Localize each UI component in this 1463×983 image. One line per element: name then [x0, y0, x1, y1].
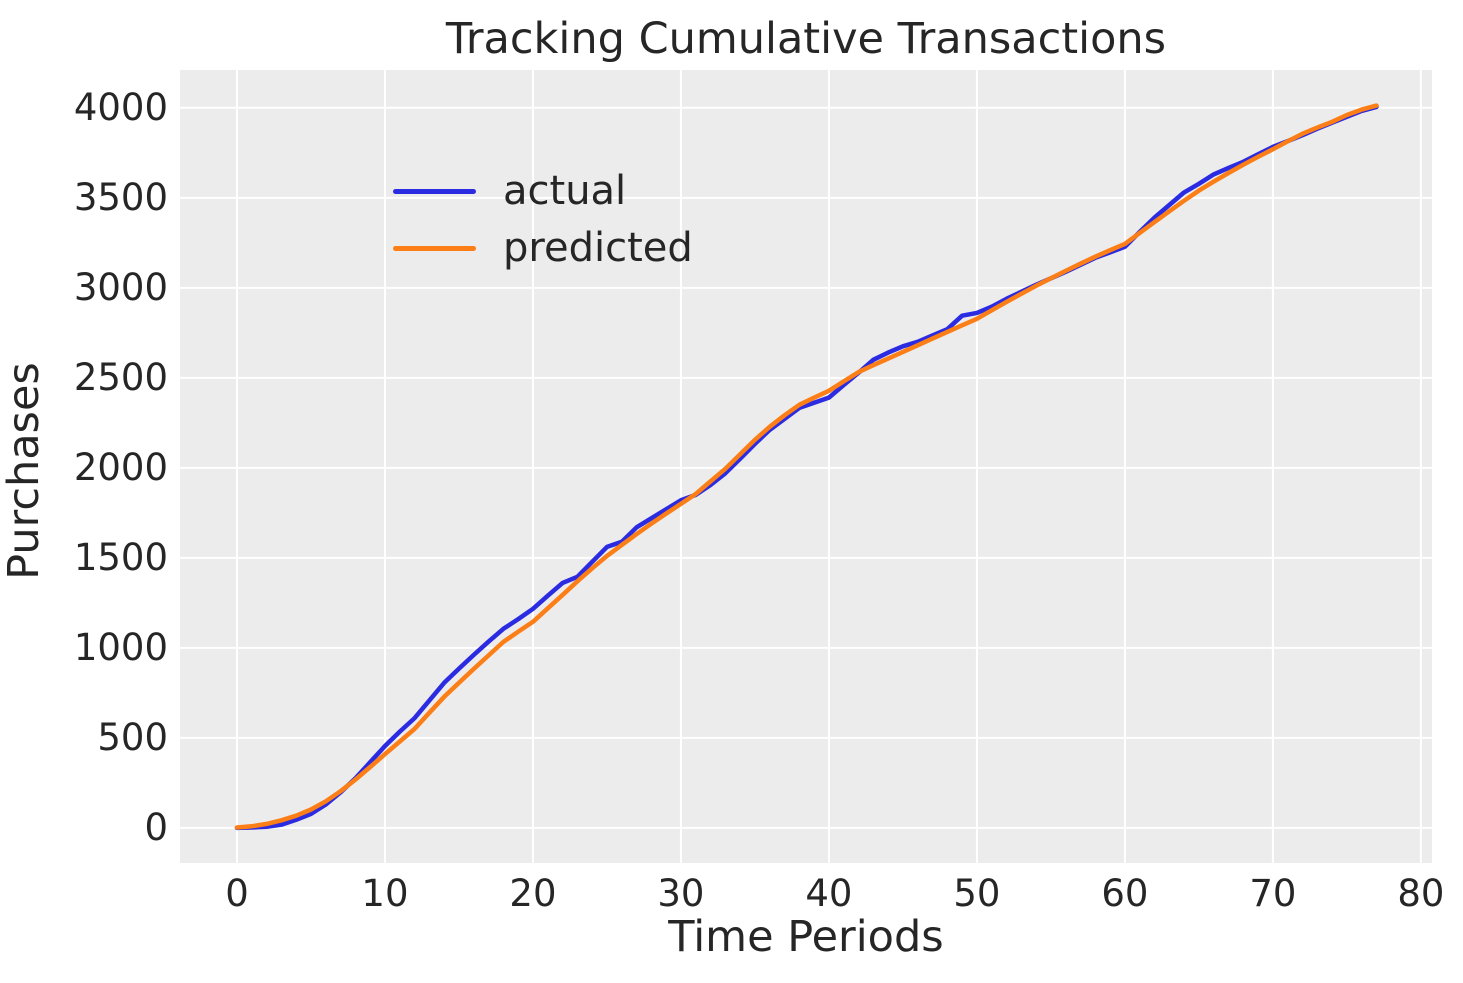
- legend-label: predicted: [503, 225, 693, 271]
- legend-label: actual: [503, 168, 627, 214]
- y-axis-label: Purchases: [0, 362, 49, 580]
- plot-area: actual predicted: [180, 70, 1432, 863]
- x-tick-label: 10: [361, 872, 409, 915]
- legend-item-actual: actual: [393, 166, 693, 216]
- y-tick-label: 500: [97, 715, 168, 759]
- line-actual: [234, 104, 1379, 831]
- x-tick-label: 80: [1397, 872, 1445, 915]
- legend-line-icon: [393, 188, 476, 194]
- y-tick-label: 1000: [73, 625, 168, 669]
- y-tick-label: 3500: [73, 175, 168, 219]
- x-axis-label: Time Periods: [668, 912, 944, 962]
- y-tick-label: 2500: [73, 355, 168, 399]
- y-tick-label: 3000: [73, 265, 168, 309]
- x-tick-label: 30: [657, 872, 705, 915]
- x-tick-label: 40: [805, 872, 853, 915]
- legend: actual predicted: [393, 166, 693, 280]
- plot-background: [180, 70, 1432, 863]
- legend-item-predicted: predicted: [393, 223, 693, 273]
- y-tick-label: 4000: [73, 85, 168, 129]
- plot-canvas: [180, 70, 1432, 863]
- x-tick-label: 20: [509, 872, 557, 915]
- x-tick-label: 0: [225, 872, 249, 915]
- y-tick-label: 1500: [73, 535, 168, 579]
- chart-title: Tracking Cumulative Transactions: [445, 14, 1167, 64]
- y-tick-label: 0: [144, 805, 168, 849]
- y-tick-label: 2000: [73, 445, 168, 489]
- legend-line-icon: [393, 245, 476, 251]
- x-tick-label: 50: [953, 872, 1001, 915]
- line-predicted: [234, 103, 1379, 830]
- x-tick-label: 60: [1101, 872, 1149, 915]
- x-tick-label: 70: [1249, 872, 1297, 915]
